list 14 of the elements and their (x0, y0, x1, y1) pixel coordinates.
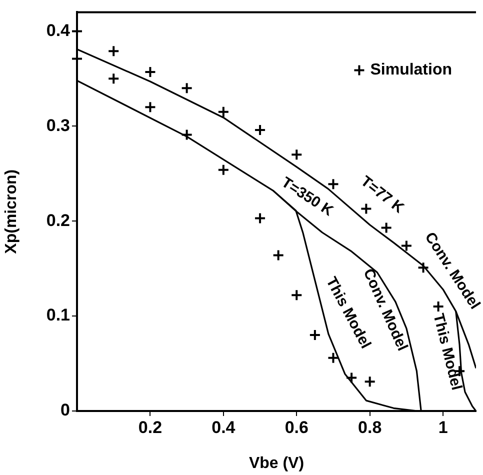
x-tick-label: 0.8 (358, 418, 382, 437)
y-tick-label: 0.3 (46, 116, 70, 135)
x-tick-label: 0.2 (138, 418, 162, 437)
y-tick-label: 0 (60, 400, 70, 420)
x-axis-title: Vbe (V) (248, 454, 304, 472)
x-tick-label: 0.4 (212, 418, 236, 437)
y-tick-label: 0.4 (46, 20, 71, 40)
x-tick-label: 0.6 (284, 418, 308, 437)
x-tick-label: 1 (438, 418, 448, 437)
y-axis-title: Xp(micron) (3, 169, 20, 254)
legend-label: Simulation (370, 62, 452, 79)
y-tick-label: 0.1 (46, 306, 70, 325)
y-tick-label: 0.2 (46, 210, 70, 230)
annotation: This Model (430, 312, 466, 392)
